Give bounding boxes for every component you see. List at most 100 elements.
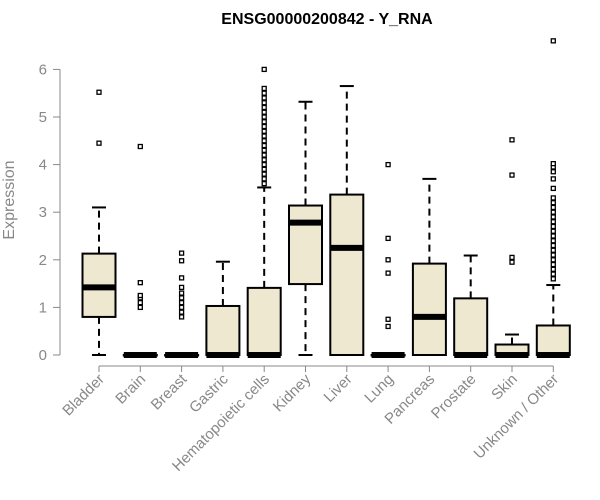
box-unknown-other xyxy=(535,38,571,358)
outlier-point xyxy=(178,284,185,291)
outlier-point xyxy=(261,123,267,130)
outlier-point xyxy=(261,133,267,139)
outlier-point xyxy=(137,279,143,286)
outlier-point xyxy=(96,140,102,146)
outlier-point xyxy=(550,247,556,253)
outlier-point xyxy=(550,185,556,192)
outlier-point xyxy=(550,195,556,201)
box-pancreas xyxy=(411,177,447,356)
y-axis: 0 1 2 3 4 5 6 xyxy=(39,61,61,364)
outlier-point xyxy=(550,242,556,249)
outlier-point xyxy=(261,114,267,120)
iqr-box xyxy=(288,204,323,286)
outlier-point xyxy=(509,137,515,143)
x-tick-label: Kidney xyxy=(270,370,315,415)
outlier-point xyxy=(385,235,391,242)
outlier-point xyxy=(550,219,556,225)
outlier-point xyxy=(178,275,185,281)
outlier-point xyxy=(550,238,556,244)
outlier-point xyxy=(385,270,391,276)
x-tick-label: Prostate xyxy=(428,371,480,423)
outlier-point xyxy=(261,176,267,182)
outlier-point xyxy=(385,161,391,168)
outlier-point xyxy=(509,172,515,178)
x-tick-label: Skin xyxy=(488,371,521,404)
outlier-point xyxy=(178,304,185,311)
y-tick-label: 5 xyxy=(39,109,47,126)
x-tick-label: Liver xyxy=(321,371,356,406)
y-tick-label: 6 xyxy=(39,61,47,78)
y-tick-label: 1 xyxy=(39,299,47,316)
boxes-group xyxy=(81,38,571,358)
iqr-box xyxy=(205,304,241,356)
outlier-point xyxy=(261,128,267,134)
box-lung xyxy=(370,161,406,358)
outlier-point xyxy=(178,250,185,256)
outlier-point xyxy=(550,209,556,215)
outlier-point xyxy=(261,142,267,149)
iqr-box xyxy=(535,324,571,357)
outlier-point xyxy=(261,109,267,115)
outlier-point xyxy=(261,171,267,177)
outlier-point xyxy=(385,323,391,330)
outlier-point xyxy=(550,38,556,44)
outlier-point xyxy=(261,85,267,92)
outlier-point xyxy=(385,316,391,322)
outlier-point xyxy=(509,254,515,261)
iqr-box xyxy=(329,193,365,356)
outlier-point xyxy=(550,257,556,263)
outlier-point xyxy=(261,180,267,187)
box-hematopoietic-cells xyxy=(246,66,282,358)
outlier-point xyxy=(137,299,143,306)
box-liver xyxy=(329,85,365,356)
outlier-point xyxy=(261,95,267,101)
outlier-point xyxy=(178,295,185,301)
y-tick-label: 2 xyxy=(39,252,47,269)
x-tick-label: Brain xyxy=(112,371,149,408)
outlier-point xyxy=(261,100,267,106)
outlier-point xyxy=(261,161,267,168)
chart-title: ENSG00000200842 - Y_RNA xyxy=(221,11,433,28)
outlier-point xyxy=(261,90,267,96)
outlier-point xyxy=(178,290,185,296)
outlier-point xyxy=(550,252,556,258)
x-tick-label: Lung xyxy=(361,371,397,407)
outlier-point xyxy=(178,309,185,315)
iqr-box xyxy=(411,262,447,356)
y-axis-label: Expression xyxy=(1,160,18,239)
box-prostate xyxy=(453,254,489,358)
outlier-point xyxy=(137,292,143,299)
outlier-point xyxy=(261,138,267,144)
outlier-point xyxy=(137,304,143,311)
box-brain xyxy=(122,143,158,358)
outlier-point xyxy=(137,143,143,150)
box-bladder xyxy=(81,89,117,356)
outlier-point xyxy=(178,258,185,264)
outlier-point xyxy=(509,259,515,265)
outlier-point xyxy=(550,204,556,211)
outlier-point xyxy=(550,228,556,234)
y-tick-label: 3 xyxy=(39,204,47,221)
box-breast xyxy=(164,250,200,358)
outlier-point xyxy=(261,147,267,153)
outlier-point xyxy=(385,257,391,263)
x-tick-label: Bladder xyxy=(59,371,108,420)
outlier-point xyxy=(550,176,556,182)
outlier-point xyxy=(261,157,267,163)
outlier-point xyxy=(96,89,102,95)
outlier-point xyxy=(550,261,556,268)
outlier-point xyxy=(550,169,556,175)
outlier-point xyxy=(178,314,185,320)
outlier-point xyxy=(261,104,267,111)
box-kidney xyxy=(288,100,323,356)
box-gastric xyxy=(205,260,241,358)
outlier-point xyxy=(550,276,556,282)
outlier-point xyxy=(261,66,267,73)
y-tick-label: 4 xyxy=(39,157,47,174)
y-tick-label: 0 xyxy=(39,347,47,364)
iqr-box xyxy=(246,286,282,356)
outlier-point xyxy=(550,214,556,220)
outlier-point xyxy=(178,299,185,306)
